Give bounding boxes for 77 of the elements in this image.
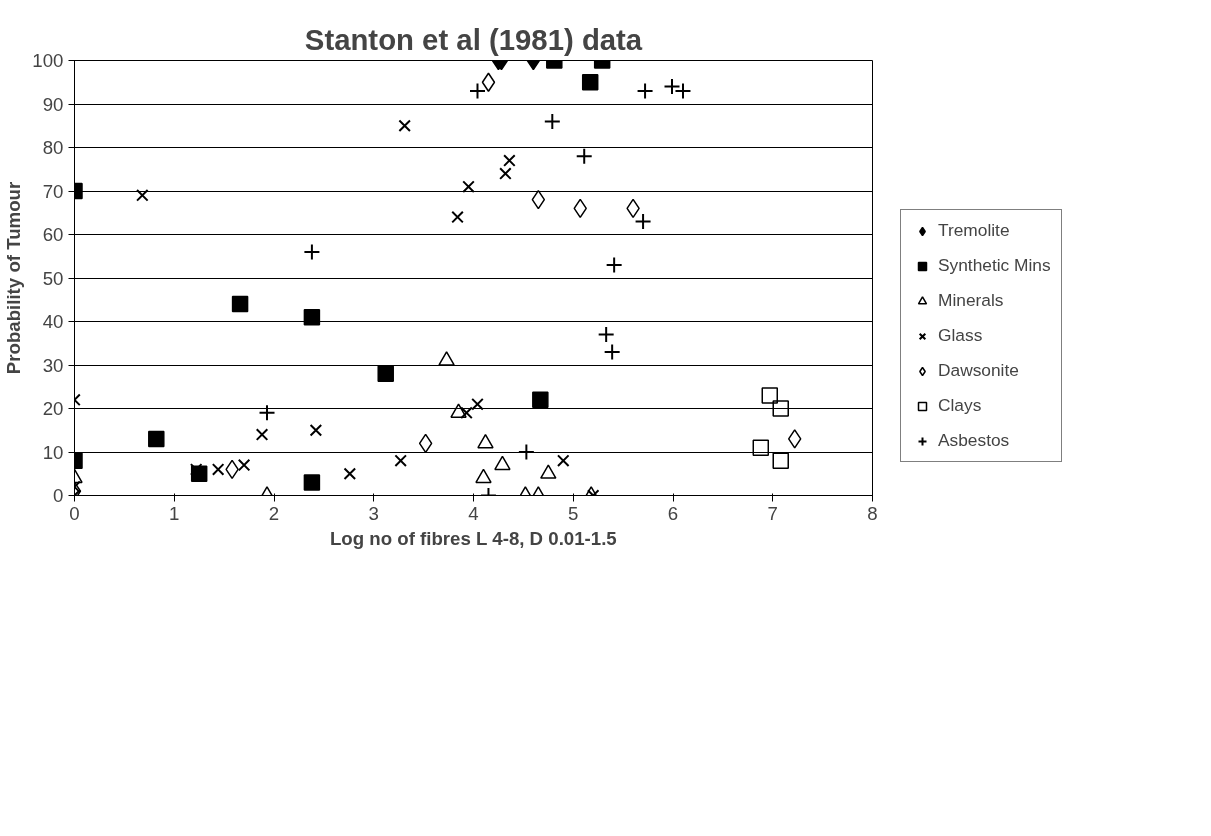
point [499, 167, 512, 180]
point [136, 189, 149, 202]
y-tick-label: 50 [42, 267, 64, 289]
y-tick-label: 40 [42, 311, 64, 332]
point [575, 147, 593, 165]
legend-label: Clays [938, 395, 982, 416]
point [531, 189, 546, 210]
point [148, 430, 165, 448]
point [503, 154, 516, 167]
legend-label: Minerals [938, 290, 1004, 311]
x-tick-label: 1 [169, 502, 180, 524]
x-tick-label: 2 [268, 502, 280, 524]
point [475, 468, 492, 484]
point [309, 423, 323, 437]
y-tick-label: 30 [42, 354, 64, 376]
y-axis-title: Probability of Tumour [3, 181, 25, 375]
point [398, 119, 411, 133]
x-axis-title: Log no of fibres L 4-8, D 0.01-1.5 [329, 527, 617, 549]
point [636, 82, 654, 100]
point [237, 458, 251, 472]
legend-label: Tremolite [938, 220, 1010, 241]
point [761, 387, 779, 404]
point [481, 72, 496, 92]
point [231, 295, 249, 313]
point [303, 243, 321, 261]
point [394, 454, 407, 467]
point [603, 343, 621, 361]
point [772, 452, 789, 469]
point [303, 308, 321, 326]
point [634, 212, 652, 230]
x-tick-label: 7 [767, 502, 778, 524]
point [255, 428, 269, 441]
x-tick-label: 3 [368, 502, 379, 524]
x-tick-label: 0 [69, 502, 80, 524]
point [772, 400, 789, 417]
point [540, 464, 557, 479]
y-tick-label: 80 [42, 137, 64, 158]
point [597, 326, 615, 344]
point [189, 463, 203, 476]
point [556, 454, 570, 467]
point [581, 74, 599, 91]
point [787, 429, 802, 449]
point [377, 365, 394, 382]
legend-label: Synthetic Mins [938, 255, 1051, 276]
y-tick-label: 100 [32, 50, 64, 71]
y-tick-label: 20 [42, 398, 64, 419]
point [460, 406, 473, 420]
point [462, 180, 475, 193]
point [752, 439, 770, 456]
point [211, 463, 225, 476]
point [303, 474, 321, 491]
point [451, 210, 464, 224]
x-tick-label: 5 [568, 502, 579, 524]
point [468, 82, 486, 100]
point [605, 256, 623, 274]
point [477, 433, 494, 449]
point [663, 78, 681, 96]
point [532, 391, 549, 409]
legend-label: Asbestos [938, 430, 1010, 451]
chart-title: Stanton et al (1981) data [304, 22, 643, 56]
legend-label: Dawsonite [938, 360, 1019, 381]
legend-label: Glass [938, 325, 983, 346]
y-tick-label: 60 [42, 224, 64, 245]
y-tick-label: 90 [42, 93, 64, 115]
point [343, 467, 357, 481]
point [543, 112, 561, 130]
y-tick-label: 10 [42, 441, 64, 463]
point [471, 397, 484, 411]
y-tick-label: 0 [53, 485, 64, 506]
y-tick-label: 70 [42, 180, 64, 202]
x-tick-label: 8 [867, 502, 878, 524]
x-tick-label: 4 [468, 502, 479, 524]
point [258, 404, 276, 422]
point [438, 351, 455, 366]
x-tick-label: 6 [667, 502, 679, 524]
point [494, 455, 511, 471]
point [418, 433, 433, 454]
